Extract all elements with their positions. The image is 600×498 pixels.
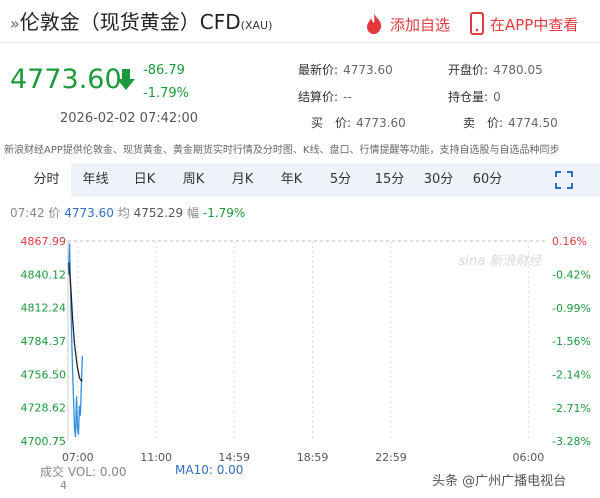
- divider: [0, 42, 600, 43]
- field: 开盘价: 4780.05: [448, 59, 543, 78]
- info-range-label: 幅: [187, 206, 200, 220]
- add-watchlist[interactable]: 添加自选: [390, 16, 451, 34]
- volume-axis-label: 4: [60, 479, 67, 492]
- field: 卖 价: 4774.50: [463, 112, 558, 131]
- info-range: -1.79%: [202, 206, 246, 220]
- x-tick-label: 11:00: [140, 451, 172, 464]
- info-price: 4773.60: [64, 206, 114, 220]
- y2-tick-label: -0.42%: [552, 269, 591, 282]
- series-line: [68, 262, 83, 382]
- field-value: --: [343, 90, 352, 104]
- fullscreen-icon[interactable]: [555, 171, 573, 189]
- x-tick-label: 22:59: [375, 451, 407, 464]
- y2-tick-label: -2.14%: [552, 369, 591, 382]
- y-tick-label: 4700.75: [21, 435, 67, 448]
- y-tick-label: 4812.24: [21, 302, 67, 315]
- y2-tick-label: -2.71%: [552, 402, 591, 415]
- y-tick-label: 4840.12: [21, 268, 67, 281]
- series-line: [68, 243, 84, 438]
- y-tick-label: 4756.50: [21, 368, 67, 381]
- tab[interactable]: 周K: [182, 172, 205, 187]
- field-label: 买 价:: [311, 116, 352, 130]
- x-tick-label: 14:59: [218, 451, 250, 464]
- field-value: 4780.05: [493, 63, 543, 77]
- y2-tick-label: -0.99%: [552, 302, 591, 315]
- flame-icon: [367, 14, 382, 34]
- y-tick-label: 4784.37: [21, 335, 67, 348]
- chevron-icon: »: [10, 14, 20, 33]
- field: 买 价: 4773.60: [311, 112, 406, 131]
- field: 最新价: 4773.60: [298, 59, 393, 78]
- header-code: (XAU): [240, 19, 273, 32]
- tab[interactable]: 15分: [374, 172, 405, 187]
- field-label: 开盘价:: [448, 63, 489, 77]
- info-price-label: 价: [48, 206, 61, 220]
- info-time: 07:42: [10, 206, 45, 220]
- tab-bar: 分时 年线 日K 周K 月K 年K 5分 15分 30分 60分: [22, 163, 600, 197]
- notice: 新浪财经APP提供伦敦金、现货黄金、黄金期货实时行情及分时图、K线、盘口、行情提…: [4, 145, 560, 156]
- x-tick-label: 18:59: [297, 451, 329, 464]
- field: 持仓量: 0: [448, 86, 501, 105]
- y2-tick-label: -1.56%: [552, 335, 591, 348]
- field-value: 0: [493, 90, 501, 104]
- field-value: 4773.60: [356, 116, 406, 130]
- change-pct: -1.79%: [143, 86, 189, 101]
- tab[interactable]: 分时: [22, 163, 71, 197]
- volume-value: VOL: 0.00: [67, 465, 127, 479]
- field: 结算价: --: [298, 86, 352, 105]
- field-value: 4773.60: [343, 63, 393, 77]
- quote-time: 2026-02-02 07:42:00: [60, 111, 199, 126]
- field-label: 结算价:: [298, 90, 339, 104]
- volume-label: 成交: [40, 465, 65, 479]
- y-tick-label: 4728.62: [21, 402, 67, 415]
- field-label: 卖 价:: [463, 116, 504, 130]
- tab[interactable]: 年K: [280, 172, 303, 187]
- info-bar: 07:42 价 4773.60 均 4752.29 幅 -1.79%: [10, 204, 245, 221]
- tab[interactable]: 月K: [231, 172, 254, 187]
- volume-row: 成交 VOL: 0.00: [40, 463, 127, 480]
- header-title: 伦敦金（现货黄金）CFD: [19, 10, 241, 34]
- header-title-row: »伦敦金（现货黄金）CFD(XAU): [10, 6, 272, 35]
- x-tick-label: 07:00: [62, 451, 94, 464]
- y-tick-label: 4867.99: [21, 235, 67, 248]
- info-avg: 4752.29: [133, 206, 184, 220]
- open-in-app[interactable]: 在APP中查看: [490, 16, 579, 34]
- field-label: 最新价:: [298, 63, 339, 77]
- tab[interactable]: 日K: [133, 172, 156, 187]
- down-arrow: [117, 69, 135, 90]
- last-price: 4773.60: [10, 64, 122, 95]
- field-label: 持仓量:: [448, 90, 489, 104]
- phone-icon: [470, 12, 484, 35]
- watermark: 头条 @广州广播电视台: [432, 474, 567, 489]
- tab[interactable]: 30分: [423, 172, 454, 187]
- field-value: 4774.50: [508, 116, 558, 130]
- y2-tick-label: 0.16%: [552, 235, 587, 248]
- change: -86.79: [143, 63, 185, 78]
- chart: sina 新浪财经 0.16% -0.42% -0.99% -1.56% -2.14% -…: [21, 235, 591, 464]
- tab[interactable]: 5分: [329, 172, 352, 187]
- tab[interactable]: 60分: [472, 172, 503, 187]
- ma10: MA10: 0.00: [175, 463, 244, 477]
- tab[interactable]: 年线: [82, 172, 109, 187]
- x-tick-label: 06:00: [513, 451, 545, 464]
- watermark: sina 新浪财经: [459, 253, 544, 269]
- info-avg-label: 均: [117, 206, 130, 220]
- y2-tick-label: -3.28%: [552, 435, 591, 448]
